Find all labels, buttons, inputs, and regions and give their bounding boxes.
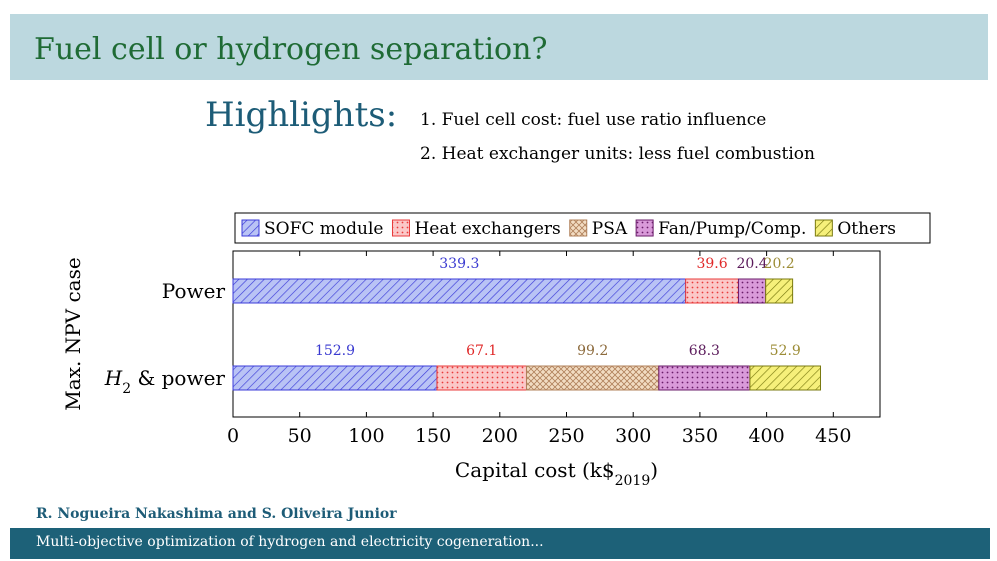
bar-h2-power-others: [749, 365, 822, 391]
chart-legend: SOFC module Heat exchangers PSA Fan/Pump/Co…: [234, 212, 931, 244]
data-label-h2-power-sofc-module: 152.9: [315, 343, 355, 359]
category-label-power: Power: [162, 279, 226, 303]
bar-power-fan-pump-comp: [737, 278, 767, 304]
footer-text: Multi-objective optimization of hydrogen…: [36, 534, 544, 550]
legend-swatch-sofc-module: [241, 219, 260, 237]
legend-swatch-psa: [569, 219, 588, 237]
legend-swatch-heat-exchangers: [391, 219, 410, 237]
legend-swatch-others: [814, 219, 833, 237]
x-tick-label: 50: [288, 425, 312, 447]
data-label-h2-power-psa: 99.2: [577, 343, 608, 359]
slide-title: Fuel cell or hydrogen separation?: [34, 32, 548, 67]
bar-power-heat-exchangers: [685, 278, 739, 304]
bar-h2-power-fan-pump-comp: [658, 365, 751, 391]
legend-label-others: Others: [837, 219, 896, 239]
category-label-h2-power: H2 & power: [104, 366, 226, 397]
x-tick-label: 150: [415, 425, 451, 447]
data-label-power-fan-pump-comp: 20.4: [736, 256, 767, 272]
legend-label-heat-exchangers: Heat exchangers: [414, 219, 560, 239]
highlight-item-2: 2. Heat exchanger units: less fuel combu…: [420, 144, 815, 164]
data-label-power-sofc-module: 339.3: [439, 256, 479, 272]
x-tick-label: 200: [482, 425, 518, 447]
data-label-h2-power-fan-pump-comp: 68.3: [689, 343, 720, 359]
bar-h2-power-sofc-module: [232, 365, 438, 391]
x-tick-label: 300: [615, 425, 651, 447]
legend-label-psa: PSA: [592, 219, 628, 239]
bar-power-others: [765, 278, 794, 304]
x-tick-label: 250: [548, 425, 584, 447]
highlight-item-1: 1. Fuel cell cost: fuel use ratio influe…: [420, 110, 767, 130]
legend-swatch-fan-pump-comp: [635, 219, 654, 237]
x-tick-label: 400: [748, 425, 784, 447]
legend-label-sofc-module: SOFC module: [264, 219, 383, 239]
stacked-bar-chart: SOFC module Heat exchangers PSA Fan/Pump/Co…: [61, 212, 931, 489]
title-bar: Fuel cell or hydrogen separation?: [10, 14, 988, 80]
bar-power-sofc-module: [232, 278, 687, 304]
data-label-power-others: 20.2: [764, 256, 795, 272]
plot-frame: [232, 250, 881, 418]
x-tick-label: 350: [682, 425, 718, 447]
x-tick-label: 450: [815, 425, 851, 447]
data-label-h2-power-others: 52.9: [770, 343, 801, 359]
legend-label-fan-pump-comp: Fan/Pump/Comp.: [658, 219, 806, 239]
highlights-heading: Highlights:: [205, 95, 398, 135]
footer-bar: [10, 528, 990, 559]
bar-h2-power-psa: [525, 365, 660, 391]
authors: R. Nogueira Nakashima and S. Oliveira Ju…: [36, 506, 397, 522]
x-tick-label: 100: [348, 425, 384, 447]
y-axis-label: Max. NPV case: [61, 257, 85, 410]
x-tick-label: 0: [227, 425, 239, 447]
data-label-power-heat-exchangers: 39.6: [696, 256, 727, 272]
bar-h2-power-heat-exchangers: [436, 365, 527, 391]
x-axis-label: Capital cost (k$2019): [455, 458, 658, 489]
data-label-h2-power-heat-exchangers: 67.1: [466, 343, 497, 359]
